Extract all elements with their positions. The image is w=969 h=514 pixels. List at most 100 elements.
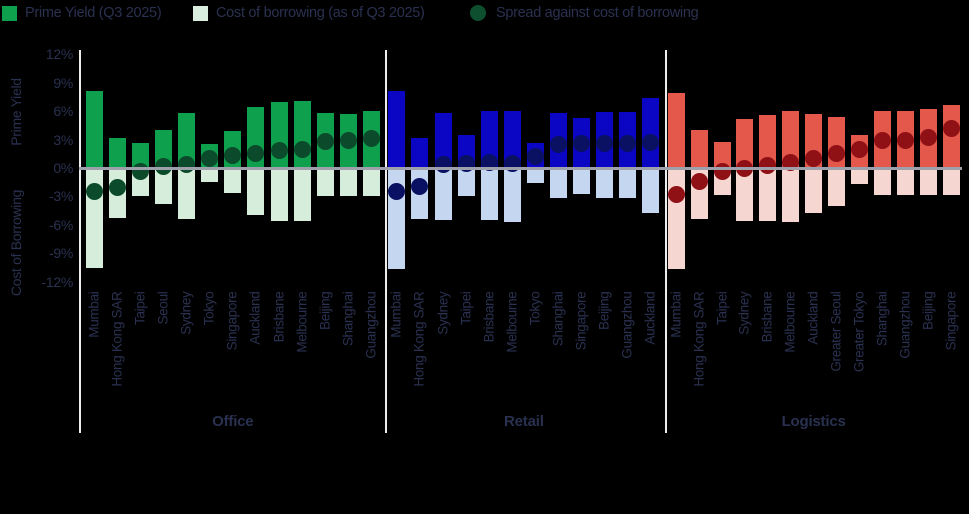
prime-yield-bar bbox=[736, 118, 754, 168]
prime-yield-bar bbox=[690, 130, 708, 168]
cost-of-borrowing-bar bbox=[642, 168, 660, 214]
y-tick-label: 0% bbox=[53, 160, 73, 176]
prime-yield-bar bbox=[503, 111, 521, 168]
cost-of-borrowing-bar bbox=[526, 168, 544, 184]
y-tick-label: -3% bbox=[49, 188, 73, 205]
prime-yield-bar bbox=[713, 142, 731, 168]
cost-of-borrowing-bar bbox=[362, 168, 380, 197]
x-tick-label: Hong Kong SAR bbox=[109, 291, 125, 387]
cost-of-borrowing-bar bbox=[224, 168, 242, 193]
prime-yield-bar bbox=[131, 143, 149, 168]
spread-dot-icon bbox=[316, 132, 334, 150]
spread-dot-icon bbox=[828, 145, 845, 163]
x-tick-label: Auckland bbox=[642, 291, 658, 345]
y-tick-label: 12% bbox=[45, 46, 73, 63]
x-tick-label: Mumbai bbox=[86, 291, 102, 338]
cost-of-borrowing-bar bbox=[201, 168, 219, 183]
spread-dot-icon bbox=[85, 183, 103, 201]
legend-square-icon bbox=[193, 6, 208, 21]
x-tick-label: Brisbane bbox=[481, 291, 497, 342]
prime-yield-bar bbox=[642, 97, 660, 168]
prime-yield-bar bbox=[388, 91, 406, 168]
x-tick-label: Sydney bbox=[736, 291, 752, 335]
x-tick-label: Hong Kong SAR bbox=[411, 291, 427, 387]
y-axis-label-prime-yield: Prime Yield bbox=[8, 78, 24, 146]
x-tick-label: Singapore bbox=[224, 291, 240, 350]
section-label-office: Office bbox=[212, 413, 254, 430]
spread-dot-icon bbox=[434, 155, 452, 173]
spread-dot-icon bbox=[411, 178, 429, 196]
cost-of-borrowing-bar bbox=[896, 168, 914, 196]
section-label-retail: Retail bbox=[504, 413, 544, 430]
spread-dot-icon bbox=[873, 132, 891, 150]
zero-line bbox=[79, 166, 962, 170]
x-tick-label: Singapore bbox=[573, 291, 589, 350]
cost-of-borrowing-bar bbox=[596, 168, 614, 199]
x-tick-label: Beijing bbox=[596, 291, 612, 330]
x-tick-label: Taipei bbox=[132, 291, 148, 325]
legend-square-icon bbox=[2, 6, 17, 21]
y-tick-label: 9% bbox=[53, 74, 73, 91]
spread-dot-icon bbox=[667, 186, 685, 204]
y-axis-label-cost-of-borrowing: Cost of Borrowing bbox=[8, 189, 24, 297]
spread-dot-icon bbox=[362, 130, 380, 148]
cost-of-borrowing-bar bbox=[480, 168, 498, 221]
legend-label: Spread against cost of borrowing bbox=[496, 5, 699, 21]
x-tick-label: Guangzhou bbox=[897, 291, 913, 359]
spread-dot-icon bbox=[896, 132, 914, 150]
legend-dot-icon bbox=[470, 5, 486, 21]
cost-of-borrowing-bar bbox=[667, 168, 685, 270]
prime-yield-bar bbox=[667, 93, 685, 168]
spread-dot-icon bbox=[201, 150, 219, 168]
spread-dot-icon bbox=[224, 147, 242, 165]
x-tick-label: Greater Seoul bbox=[828, 291, 844, 372]
cost-of-borrowing-bar bbox=[316, 168, 334, 197]
spread-dot-icon bbox=[339, 132, 357, 150]
legend-label: Prime Yield (Q3 2025) bbox=[25, 5, 162, 21]
x-tick-label: Singapore bbox=[943, 291, 958, 350]
spread-dot-icon bbox=[850, 140, 868, 158]
prime-yield-bar bbox=[293, 100, 311, 168]
prime-yield-bar bbox=[178, 113, 196, 168]
x-tick-label: Sydney bbox=[435, 291, 450, 335]
spread-dot-icon bbox=[550, 135, 567, 153]
spread-dot-icon bbox=[759, 156, 777, 174]
cost-of-borrowing-bar bbox=[873, 168, 891, 196]
x-tick-label: Mumbai bbox=[668, 291, 684, 338]
cost-of-borrowing-bar bbox=[270, 168, 288, 222]
prime-yield-bar bbox=[782, 111, 800, 168]
y-tick-label: -6% bbox=[49, 216, 73, 233]
x-tick-label: Auckland bbox=[247, 291, 263, 345]
spread-dot-icon bbox=[642, 133, 660, 151]
x-tick-label: Brisbane bbox=[759, 291, 775, 342]
spread-dot-icon bbox=[805, 150, 823, 168]
x-tick-label: Melbourne bbox=[504, 291, 520, 353]
y-tick-label: 6% bbox=[53, 103, 73, 120]
x-tick-label: Taipei bbox=[458, 291, 474, 325]
cost-of-borrowing-bar bbox=[550, 168, 567, 199]
spread-dot-icon bbox=[619, 134, 637, 152]
x-tick-label: Melbourne bbox=[294, 291, 310, 353]
x-tick-label: Brisbane bbox=[271, 291, 286, 342]
cost-of-borrowing-bar bbox=[155, 168, 172, 204]
cost-of-borrowing-bar bbox=[619, 168, 637, 199]
spread-dot-icon bbox=[178, 155, 196, 173]
spread-dot-icon bbox=[270, 142, 288, 160]
x-tick-label: Beijing bbox=[317, 291, 333, 330]
y-axis-line bbox=[78, 50, 81, 433]
x-tick-label: Shanghai bbox=[340, 291, 356, 346]
y-tick-label: -9% bbox=[49, 245, 73, 262]
x-tick-label: Melbourne bbox=[782, 291, 798, 353]
spread-dot-icon bbox=[919, 129, 937, 147]
spread-dot-icon bbox=[573, 134, 591, 152]
cost-of-borrowing-bar bbox=[178, 168, 196, 220]
prime-yield-bar bbox=[759, 114, 777, 168]
prime-yield-bar bbox=[411, 137, 429, 168]
x-tick-label: Seoul bbox=[155, 291, 171, 325]
cost-of-borrowing-bar bbox=[850, 168, 868, 185]
x-tick-label: Auckland bbox=[805, 291, 821, 345]
spread-dot-icon bbox=[293, 140, 311, 158]
x-tick-label: Guangzhou bbox=[363, 291, 379, 359]
cost-of-borrowing-bar bbox=[782, 168, 800, 222]
